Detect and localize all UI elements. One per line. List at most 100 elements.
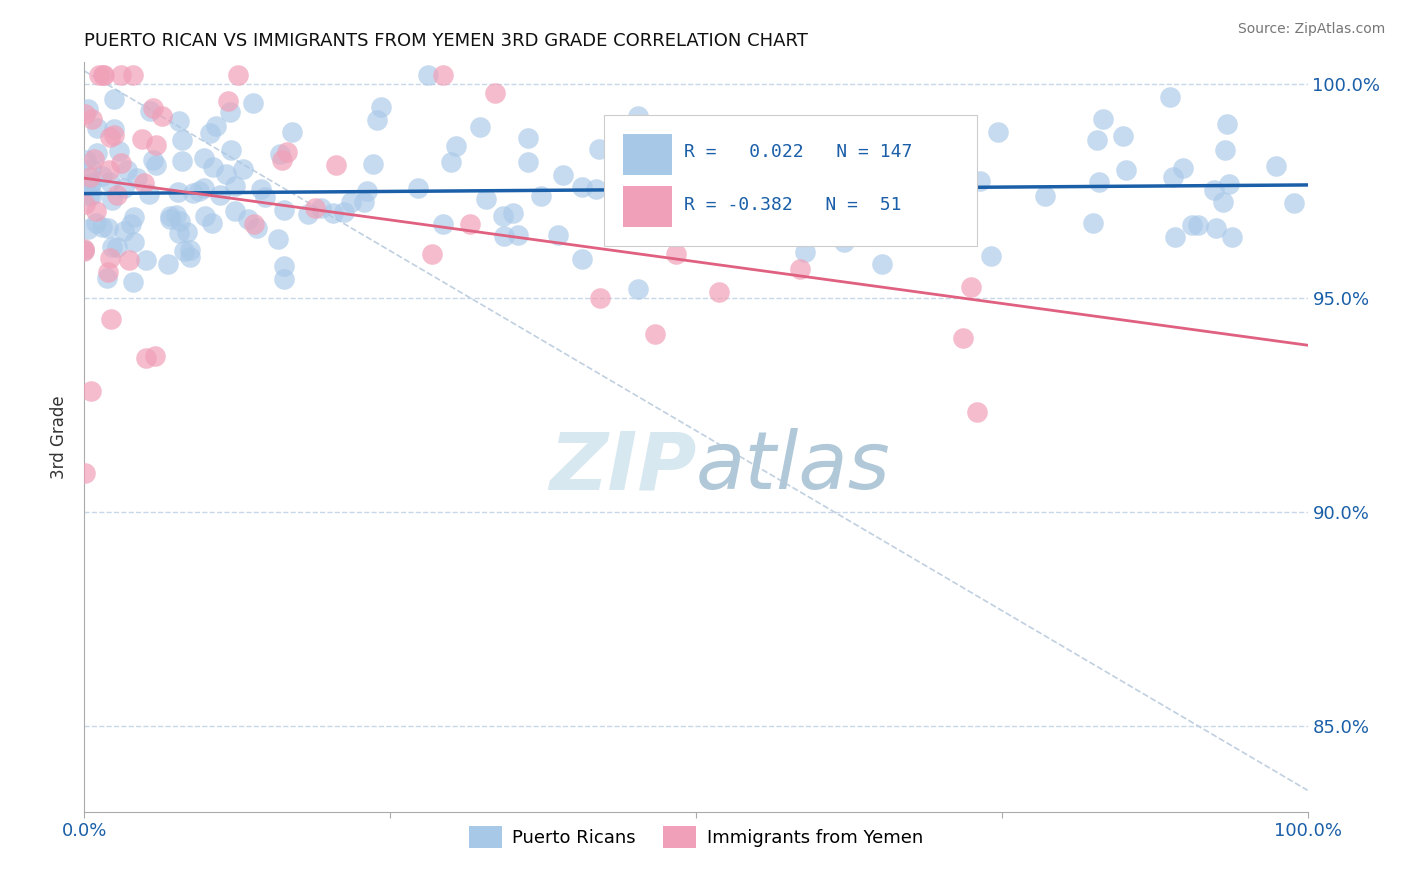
Point <box>142 153 165 168</box>
Point <box>824 210 846 224</box>
Point <box>508 228 530 243</box>
Point <box>219 105 242 120</box>
Point <box>93 68 115 82</box>
Point <box>242 95 264 110</box>
Point <box>655 156 678 170</box>
Point <box>170 154 193 169</box>
Point <box>83 153 105 167</box>
Point <box>201 216 224 230</box>
Point <box>980 249 1002 263</box>
Point <box>960 280 983 294</box>
Point <box>589 291 612 305</box>
Point <box>1171 161 1194 175</box>
Point <box>571 252 593 267</box>
Point <box>273 203 295 218</box>
Text: R =   0.022   N = 147: R = 0.022 N = 147 <box>683 144 912 161</box>
Point <box>86 146 108 161</box>
Point <box>170 133 193 147</box>
Point <box>1187 218 1209 232</box>
Point <box>1265 159 1288 173</box>
Point <box>131 132 153 146</box>
Point <box>202 160 225 174</box>
Point <box>87 68 110 82</box>
Point <box>616 183 638 197</box>
Point <box>80 188 103 202</box>
Point <box>872 257 894 271</box>
Point <box>145 158 167 172</box>
Point <box>79 178 101 193</box>
Point <box>135 252 157 267</box>
Point <box>1205 221 1227 235</box>
Point <box>193 152 215 166</box>
Point <box>98 175 121 189</box>
Point <box>1181 219 1204 233</box>
Point <box>1284 195 1306 210</box>
Point <box>250 182 273 196</box>
Point <box>110 155 132 169</box>
Point <box>226 68 249 82</box>
Point <box>868 143 890 157</box>
Point <box>110 68 132 82</box>
Point <box>76 102 98 116</box>
Point <box>297 206 319 220</box>
Point <box>832 235 855 249</box>
Point <box>105 187 128 202</box>
Point <box>1164 230 1187 244</box>
Point <box>432 217 454 231</box>
Point <box>91 68 114 82</box>
Point <box>108 145 131 159</box>
Point <box>547 228 569 243</box>
Point <box>122 68 145 82</box>
Point <box>492 209 515 223</box>
Point <box>73 243 96 257</box>
Point <box>627 282 650 296</box>
Point <box>90 219 112 234</box>
Point <box>966 405 988 419</box>
Point <box>353 194 375 209</box>
Point <box>333 204 356 219</box>
FancyBboxPatch shape <box>605 115 977 246</box>
Text: Source: ZipAtlas.com: Source: ZipAtlas.com <box>1237 22 1385 37</box>
Point <box>143 349 166 363</box>
Point <box>90 169 112 184</box>
Point <box>361 157 384 171</box>
Point <box>142 101 165 115</box>
Point <box>84 216 107 230</box>
Point <box>236 211 259 226</box>
Point <box>167 186 190 200</box>
Point <box>758 189 780 203</box>
Point <box>169 114 191 128</box>
Point <box>484 86 506 100</box>
Point <box>969 174 991 188</box>
Point <box>224 178 246 193</box>
Point <box>112 224 135 238</box>
Point <box>159 211 181 226</box>
Point <box>84 203 107 218</box>
Point <box>309 201 332 215</box>
Point <box>699 167 721 181</box>
Point <box>266 232 288 246</box>
Point <box>276 145 298 159</box>
Point <box>97 220 120 235</box>
Point <box>440 154 463 169</box>
Point <box>246 220 269 235</box>
Point <box>86 120 108 135</box>
Point <box>949 182 972 196</box>
Point <box>135 351 157 366</box>
Point <box>1216 118 1239 132</box>
Point <box>79 170 101 185</box>
Point <box>824 225 846 239</box>
Point <box>156 257 179 271</box>
Point <box>103 121 125 136</box>
Point <box>254 190 277 204</box>
Point <box>232 162 254 177</box>
Point <box>446 138 468 153</box>
Point <box>1212 195 1234 210</box>
Point <box>273 272 295 286</box>
Point <box>644 326 666 341</box>
Point <box>370 100 392 114</box>
Point <box>82 112 104 126</box>
Point <box>179 250 201 264</box>
Point <box>269 146 291 161</box>
Point <box>73 244 96 258</box>
